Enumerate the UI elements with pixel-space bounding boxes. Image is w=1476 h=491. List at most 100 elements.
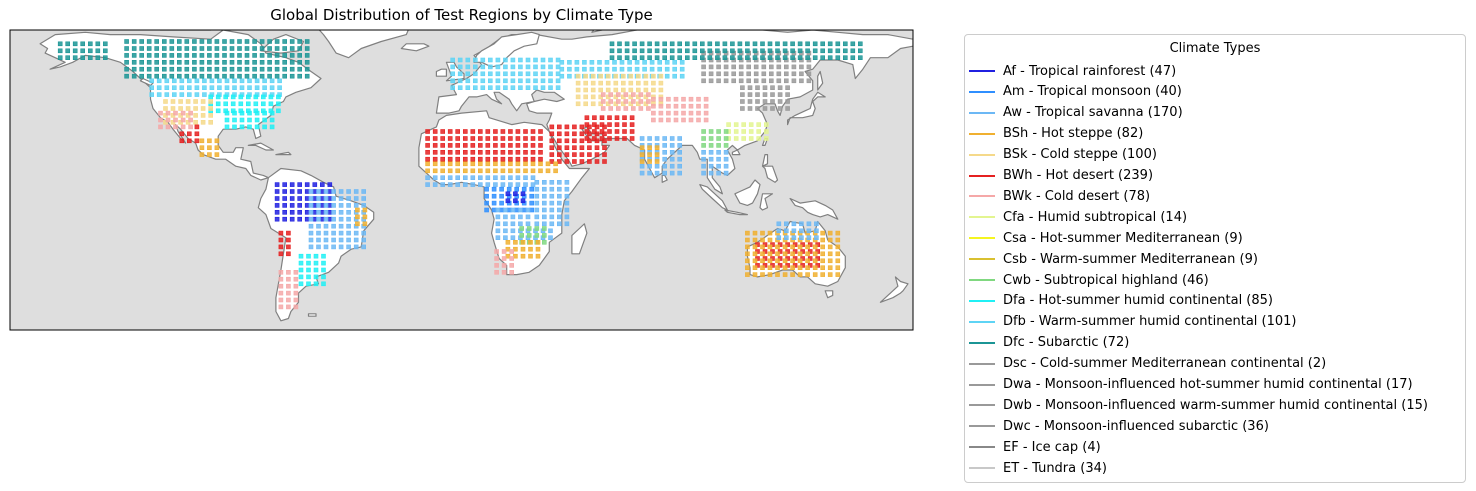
region-marker-af xyxy=(327,203,333,208)
region-marker-dfc xyxy=(139,73,144,79)
region-marker-bsk xyxy=(658,80,664,86)
legend-item: Csb - Warm-summer Mediterranean (9) xyxy=(969,249,1258,269)
region-marker-aw xyxy=(508,175,513,180)
region-marker-bwh xyxy=(493,143,498,148)
region-marker-dfc xyxy=(289,73,295,79)
region-marker-dfa xyxy=(246,101,251,107)
region-marker-dfa xyxy=(269,117,275,123)
region-marker-dfc xyxy=(812,41,818,47)
region-marker-dfc xyxy=(827,48,833,54)
region-marker-bsh xyxy=(790,244,795,250)
region-marker-cfa xyxy=(748,129,754,134)
region-marker-bsk xyxy=(628,87,634,93)
region-marker-dfc xyxy=(767,55,773,61)
region-marker-bsh xyxy=(745,251,750,257)
region-marker-dfc xyxy=(207,66,212,72)
region-marker-bwk xyxy=(696,117,701,123)
region-marker-dfa xyxy=(298,267,304,273)
region-marker-dfc xyxy=(207,39,212,44)
region-marker-bwk xyxy=(615,92,621,97)
region-marker-bsh xyxy=(805,244,810,250)
region-marker-bsh xyxy=(767,265,773,271)
region-marker-aw xyxy=(331,223,336,229)
region-marker-dfc xyxy=(154,73,159,79)
region-marker-aw xyxy=(308,216,314,222)
region-marker-bwh xyxy=(607,136,612,141)
region-marker-aw xyxy=(503,214,508,220)
region-marker-dwc xyxy=(753,64,759,70)
legend-label: Am - Tropical monsoon (40) xyxy=(1003,84,1182,100)
region-marker-bwh xyxy=(485,150,491,155)
region-marker-dfc xyxy=(289,46,295,51)
region-marker-aw xyxy=(701,150,706,155)
region-marker-bsh xyxy=(508,168,513,174)
region-marker-aw xyxy=(541,207,547,213)
region-marker-bwh xyxy=(792,249,798,254)
region-marker-dfa xyxy=(208,94,213,100)
region-marker-dfc xyxy=(624,41,630,47)
region-marker-dfb xyxy=(480,85,486,90)
borneo-landmass xyxy=(734,179,761,206)
region-marker-bsk xyxy=(193,120,198,125)
region-marker-bwk xyxy=(494,263,499,268)
region-marker-bsk xyxy=(163,99,168,104)
region-marker-bwk xyxy=(688,96,694,102)
region-marker-dfb xyxy=(548,85,553,90)
region-marker-bwh xyxy=(500,129,506,134)
region-marker-dfc xyxy=(252,39,257,44)
region-marker-dfb xyxy=(224,85,230,90)
region-marker-bwh xyxy=(462,143,468,148)
region-marker-dfc xyxy=(124,66,129,72)
region-marker-aw xyxy=(541,221,547,227)
region-marker-bsh xyxy=(827,251,833,257)
region-marker-bsk xyxy=(598,87,604,93)
region-marker-bsk xyxy=(163,120,168,125)
region-marker-dfc xyxy=(131,73,137,79)
region-marker-bwh xyxy=(579,159,585,164)
region-marker-dfc xyxy=(692,55,698,61)
region-marker-bsh xyxy=(745,237,750,243)
region-marker-dfb xyxy=(277,78,282,84)
region-marker-dfc xyxy=(184,46,190,51)
region-marker-bwh xyxy=(179,138,185,144)
region-marker-bwk xyxy=(600,106,606,111)
region-marker-bsh xyxy=(425,168,430,174)
region-marker-bwh xyxy=(530,143,536,148)
region-marker-dfb xyxy=(540,57,546,63)
region-marker-cfa xyxy=(763,122,769,127)
region-marker-dfc xyxy=(103,48,108,54)
region-marker-dfb xyxy=(465,57,471,63)
region-marker-aw xyxy=(806,235,812,240)
region-marker-dfb xyxy=(518,57,523,63)
region-marker-aw xyxy=(346,223,351,229)
region-marker-dfb xyxy=(472,57,478,63)
region-marker-dfc xyxy=(639,55,645,61)
region-marker-aw xyxy=(510,214,516,220)
region-marker-dfb xyxy=(465,64,471,70)
region-marker-bsh xyxy=(505,253,511,259)
region-marker-bsh xyxy=(447,161,453,167)
region-marker-dfc xyxy=(304,66,310,72)
region-marker-bsk xyxy=(605,94,611,100)
region-marker-bwh xyxy=(629,122,635,127)
region-marker-dfb xyxy=(503,85,508,90)
region-marker-aw xyxy=(776,228,782,234)
region-marker-dfb xyxy=(548,57,553,63)
region-marker-aw xyxy=(440,175,446,180)
region-marker-dfc xyxy=(259,39,265,44)
region-marker-dwa xyxy=(762,106,768,111)
region-marker-dfc xyxy=(699,48,705,54)
region-marker-dfc xyxy=(639,41,645,47)
region-marker-bsh xyxy=(647,152,652,157)
region-marker-aw xyxy=(361,230,367,236)
region-marker-dfb xyxy=(559,66,565,72)
region-marker-bwh xyxy=(447,156,453,162)
region-marker-dwc xyxy=(701,64,706,70)
region-marker-bsh xyxy=(797,265,803,271)
region-marker-af xyxy=(520,198,526,204)
region-marker-bsk xyxy=(200,113,206,118)
region-marker-bsk xyxy=(583,80,589,86)
region-marker-aw xyxy=(338,210,344,215)
region-marker-bsh xyxy=(820,230,826,236)
region-marker-dfa xyxy=(224,117,230,123)
